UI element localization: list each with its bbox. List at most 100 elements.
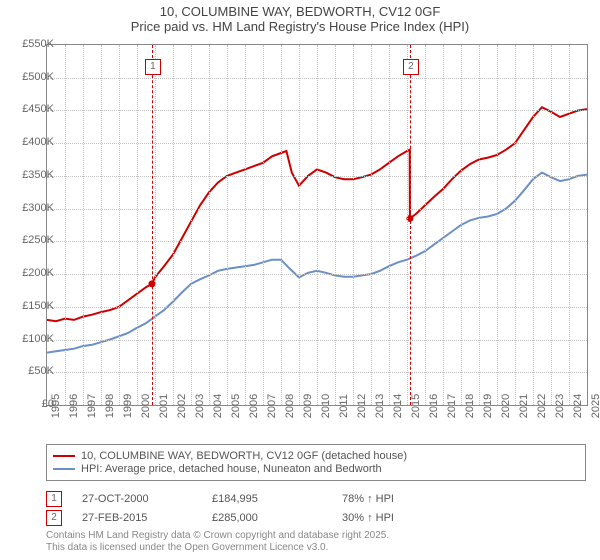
x-axis-label: 2012 — [356, 394, 368, 418]
y-axis-label: £450K — [4, 103, 54, 115]
x-axis-label: 1996 — [68, 394, 80, 418]
x-axis-label: 2016 — [428, 394, 440, 418]
x-axis-label: 2017 — [446, 394, 458, 418]
grid-line-v — [191, 45, 192, 405]
y-axis-label: £400K — [4, 136, 54, 148]
grid-line-v — [101, 45, 102, 405]
grid-line-v — [83, 45, 84, 405]
title-block: 10, COLUMBINE WAY, BEDWORTH, CV12 0GF Pr… — [0, 0, 600, 34]
y-axis-label: £100K — [4, 333, 54, 345]
grid-line-v — [371, 45, 372, 405]
x-axis-label: 2025 — [590, 394, 600, 418]
x-axis-label: 2007 — [266, 394, 278, 418]
grid-line-v — [479, 45, 480, 405]
sale-badge: 2 — [46, 510, 62, 526]
x-axis-label: 2001 — [158, 394, 170, 418]
sale-note: 78% ↑ HPI — [342, 493, 472, 505]
legend-label: HPI: Average price, detached house, Nune… — [81, 463, 382, 475]
sale-marker-line — [410, 45, 411, 405]
y-axis-label: £350K — [4, 169, 54, 181]
grid-line-v — [173, 45, 174, 405]
x-axis-label: 1998 — [104, 394, 116, 418]
title-line-1: 10, COLUMBINE WAY, BEDWORTH, CV12 0GF — [0, 4, 600, 19]
sale-date: 27-FEB-2015 — [82, 512, 212, 524]
legend-label: 10, COLUMBINE WAY, BEDWORTH, CV12 0GF (d… — [81, 450, 407, 462]
sale-rows: 1 27-OCT-2000 £184,995 78% ↑ HPI 2 27-FE… — [46, 488, 472, 529]
legend-item: HPI: Average price, detached house, Nune… — [53, 463, 579, 475]
grid-line-v — [335, 45, 336, 405]
grid-line-v — [407, 45, 408, 405]
x-axis-label: 2006 — [248, 394, 260, 418]
footer-line-2: This data is licensed under the Open Gov… — [46, 542, 389, 554]
sale-marker-badge: 1 — [145, 59, 161, 75]
x-axis-label: 2023 — [554, 394, 566, 418]
x-axis-label: 2018 — [464, 394, 476, 418]
grid-line-v — [533, 45, 534, 405]
grid-line-v — [353, 45, 354, 405]
x-axis-label: 2011 — [338, 394, 350, 418]
sale-marker-badge: 2 — [403, 59, 419, 75]
grid-line-v — [65, 45, 66, 405]
grid-line-v — [515, 45, 516, 405]
chart-container: 10, COLUMBINE WAY, BEDWORTH, CV12 0GF Pr… — [0, 0, 600, 560]
y-axis-label: £150K — [4, 300, 54, 312]
x-axis-label: 2004 — [212, 394, 224, 418]
x-axis-label: 2008 — [284, 394, 296, 418]
legend-swatch — [53, 455, 75, 457]
title-line-2: Price paid vs. HM Land Registry's House … — [0, 19, 600, 34]
y-axis-label: £300K — [4, 202, 54, 214]
y-axis-label: £0 — [4, 398, 54, 410]
legend: 10, COLUMBINE WAY, BEDWORTH, CV12 0GF (d… — [46, 444, 586, 481]
footer-line-1: Contains HM Land Registry data © Crown c… — [46, 530, 389, 542]
x-axis-label: 2022 — [536, 394, 548, 418]
sale-row: 1 27-OCT-2000 £184,995 78% ↑ HPI — [46, 491, 472, 507]
legend-swatch — [53, 468, 75, 470]
sale-badge: 1 — [46, 491, 62, 507]
sale-price: £285,000 — [212, 512, 342, 524]
y-axis-label: £50K — [4, 365, 54, 377]
grid-line-v — [119, 45, 120, 405]
x-axis-label: 2010 — [320, 394, 332, 418]
sale-date: 27-OCT-2000 — [82, 493, 212, 505]
x-axis-label: 2000 — [140, 394, 152, 418]
sale-note: 30% ↑ HPI — [342, 512, 472, 524]
grid-line-v — [461, 45, 462, 405]
x-axis-label: 2014 — [392, 394, 404, 418]
grid-line-v — [389, 45, 390, 405]
y-axis-label: £550K — [4, 38, 54, 50]
grid-line-v — [209, 45, 210, 405]
x-axis-label: 2020 — [500, 394, 512, 418]
grid-line-v — [137, 45, 138, 405]
grid-line-v — [551, 45, 552, 405]
grid-line-v — [317, 45, 318, 405]
footer: Contains HM Land Registry data © Crown c… — [46, 530, 389, 554]
grid-line-v — [425, 45, 426, 405]
grid-line-v — [443, 45, 444, 405]
grid-line-v — [281, 45, 282, 405]
grid-line-v — [569, 45, 570, 405]
x-axis-label: 2015 — [410, 394, 422, 418]
y-axis-label: £200K — [4, 267, 54, 279]
x-axis-label: 1997 — [86, 394, 98, 418]
grid-line-v — [155, 45, 156, 405]
grid-line-v — [245, 45, 246, 405]
sale-marker-line — [152, 45, 153, 405]
sale-row: 2 27-FEB-2015 £285,000 30% ↑ HPI — [46, 510, 472, 526]
plot-area: 12 — [46, 44, 588, 406]
grid-line-v — [497, 45, 498, 405]
sale-price: £184,995 — [212, 493, 342, 505]
x-axis-label: 2024 — [572, 394, 584, 418]
x-axis-label: 2009 — [302, 394, 314, 418]
x-axis-label: 1995 — [50, 394, 62, 418]
x-axis-label: 2002 — [176, 394, 188, 418]
x-axis-label: 2003 — [194, 394, 206, 418]
x-axis-label: 2005 — [230, 394, 242, 418]
x-axis-label: 2013 — [374, 394, 386, 418]
grid-line-v — [299, 45, 300, 405]
x-axis-label: 2019 — [482, 394, 494, 418]
grid-line-v — [227, 45, 228, 405]
x-axis-label: 2021 — [518, 394, 530, 418]
y-axis-label: £250K — [4, 234, 54, 246]
legend-item: 10, COLUMBINE WAY, BEDWORTH, CV12 0GF (d… — [53, 450, 579, 462]
y-axis-label: £500K — [4, 71, 54, 83]
